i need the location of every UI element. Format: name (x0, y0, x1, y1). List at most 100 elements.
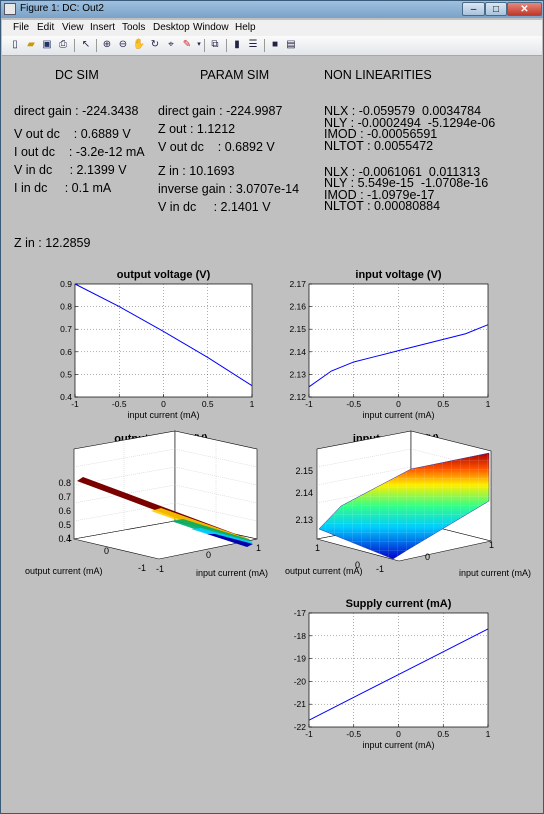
chart-title: Supply current (mA) (346, 598, 452, 610)
param-v-in: V in dc : 2.1401 V (158, 200, 271, 214)
nonlin1-nlx: NLX : -0.059579 0.0034784 (324, 104, 482, 118)
minimize-button[interactable]: – (462, 2, 485, 16)
output-voltage-surface (77, 477, 253, 547)
input-voltage-chart[interactable]: input voltage (V) -1 -0.5 0 0.5 1 2.12 2.13 2.14… (273, 259, 544, 424)
menu-edit[interactable]: Edit (37, 22, 55, 33)
zoom-in-icon[interactable]: ⊕ (102, 39, 112, 50)
param-z-in: Z in : 10.1693 (158, 164, 235, 178)
menu-window[interactable]: Window (193, 22, 229, 33)
menu-insert[interactable]: Insert (90, 22, 116, 33)
title-bar[interactable]: Figure 1: DC: Out2 – □ ✕ (1, 1, 543, 18)
x-axis-label: input current (mA) (196, 568, 268, 578)
y-tick-label: 2.13 (289, 369, 306, 379)
brush-icon[interactable]: ✎ (182, 39, 192, 50)
dc-v-in: V in dc : 2.1399 V (14, 163, 127, 177)
data-cursor-icon[interactable]: ⌖ (168, 39, 174, 50)
y-tick-label: -19 (294, 654, 307, 664)
toolbar-separator (96, 39, 97, 52)
y-tick-label: -22 (294, 722, 307, 732)
chart-title: output voltage (V) (117, 269, 211, 281)
y-tick-label: -18 (294, 631, 307, 641)
y-tick-label: 2.14 (289, 347, 306, 357)
z-tick: 0.8 (58, 478, 71, 488)
z-tick: 0.7 (58, 492, 71, 502)
x-tick-label: -1 (305, 399, 313, 409)
y-tick-label: 0.4 (60, 392, 72, 402)
series-line (308, 628, 489, 721)
close-button[interactable]: ✕ (507, 2, 542, 16)
menu-file[interactable]: File (13, 22, 30, 33)
y-tick-label: 2.15 (289, 324, 306, 334)
y-tick-label: 0.9 (60, 279, 72, 289)
toolbar-separator (226, 39, 227, 52)
open-file-icon[interactable]: ▰ (27, 39, 35, 50)
dc-direct-gain: direct gain : -224.3438 (14, 104, 139, 118)
x-tick: 0 (425, 552, 430, 562)
rotate-3d-icon[interactable]: ↻ (150, 39, 160, 50)
x-axis-label: input current (mA) (362, 740, 434, 750)
toolbar-separator (204, 39, 205, 52)
print-icon[interactable]: ⎙ (59, 39, 67, 50)
input-voltage-3d-chart[interactable]: input voltage (V) (263, 426, 544, 586)
output-voltage-chart[interactable]: output voltage (V) -1 -0.5 0 0.5 1 0.4 0.5 0.6 0.… (1, 259, 273, 424)
menu-tools[interactable]: Tools (122, 22, 146, 33)
z-in-value: Z in : 12.2859 (14, 236, 91, 250)
x-tick: -1 (156, 564, 164, 574)
supply-current-chart[interactable]: Supply current (mA) -1 -0.5 0 0.5 1 -22 -21 -20 -… (273, 593, 544, 758)
edit-plot-arrow-icon[interactable]: ↖ (81, 39, 91, 50)
y-tick: 0 (104, 546, 109, 556)
x-tick-label: -0.5 (112, 399, 127, 409)
y-tick: 1 (67, 533, 72, 543)
x-tick-label: 0 (161, 399, 166, 409)
dc-i-out: I out dc : -3.2e-12 mA (14, 145, 145, 159)
new-figure-icon[interactable]: ▯ (12, 39, 18, 50)
z-tick: 2.14 (295, 488, 313, 498)
menu-desktop[interactable]: Desktop (153, 22, 190, 33)
menu-help[interactable]: Help (235, 22, 256, 33)
z-tick: 0.6 (58, 506, 71, 516)
hide-plot-tools-icon[interactable]: ■ (271, 39, 279, 50)
nonlin2-imod: IMOD : -1.0979e-17 (324, 188, 435, 202)
z-ticks: 2.15 2.14 2.13 (295, 466, 313, 525)
y-tick-label: -20 (294, 676, 307, 686)
x-tick-label: 1 (486, 729, 491, 739)
y-tick: 1 (315, 543, 320, 553)
dc-v-out: V out dc : 0.6889 V (14, 127, 131, 141)
series-line (74, 283, 253, 387)
y-axis-label: output current (mA) (25, 566, 103, 576)
header-non-linearities: NON LINEARITIES (324, 68, 432, 82)
nonlin1-nltot: NLTOT : 0.0055472 (324, 139, 434, 153)
y-tick-label: 2.12 (289, 392, 306, 402)
series-line (308, 324, 489, 388)
x-tick: 0 (206, 550, 211, 560)
x-tick: 1 (256, 543, 261, 553)
maximize-button[interactable]: □ (485, 2, 507, 16)
x-tick-label: 0 (396, 399, 401, 409)
x-tick-label: -0.5 (346, 729, 361, 739)
x-tick-label: 0.5 (202, 399, 214, 409)
x-tick-label: 0 (396, 729, 401, 739)
y-tick-label: 2.17 (289, 279, 306, 289)
y-tick-label: 2.16 (289, 302, 306, 312)
figure-toolbar: ▯ ▰ ▣ ⎙ ↖ ⊕ ⊖ ✋ ↻ ⌖ ✎ ▾ ⧉ ▮ ☰ ■ ▤ (2, 36, 542, 56)
menu-view[interactable]: View (62, 22, 84, 33)
brush-dropdown-icon[interactable]: ▾ (197, 41, 201, 48)
insert-legend-icon[interactable]: ☰ (248, 39, 258, 50)
param-inverse-gain: inverse gain : 3.0707e-14 (158, 182, 300, 196)
y-tick: 0 (355, 560, 360, 570)
save-icon[interactable]: ▣ (42, 39, 52, 50)
x-tick: 1 (489, 540, 494, 550)
insert-colorbar-icon[interactable]: ▮ (234, 39, 240, 50)
y-tick-label: -17 (294, 608, 307, 618)
link-plot-icon[interactable]: ⧉ (211, 39, 219, 50)
zoom-out-icon[interactable]: ⊖ (118, 39, 128, 50)
surface-mesh-overlay (319, 453, 489, 559)
pan-hand-icon[interactable]: ✋ (132, 39, 146, 50)
nonlin1-imod: IMOD : -0.00056591 (324, 127, 438, 141)
x-tick-label: 1 (486, 399, 491, 409)
show-plot-tools-icon[interactable]: ▤ (286, 39, 296, 50)
output-voltage-3d-chart[interactable]: output voltage (V) 0.8 0.7 0.6 0.5 0.4 1… (1, 426, 291, 586)
x-tick: -1 (376, 564, 384, 574)
nonlin1-nly: NLY : -0.0002494 -5.1294e-06 (324, 116, 496, 130)
